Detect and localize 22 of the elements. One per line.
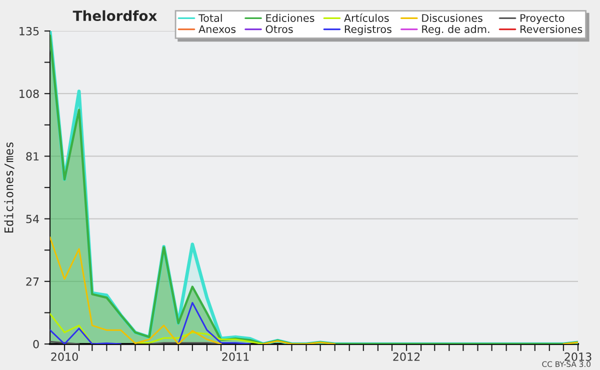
x-tick-label: 2010 [51, 352, 78, 361]
y-tick-label: 0 [33, 340, 39, 348]
legend-label: Proyecto [520, 14, 564, 24]
legend-label: Otros [266, 25, 293, 34]
legend-label: Ediciones [266, 14, 314, 22]
y-tick-label: 108 [20, 90, 39, 98]
x-tick-label: 2012 [393, 352, 420, 361]
y-tick-label: 27 [26, 277, 39, 286]
legend-label: Anexos [198, 25, 236, 34]
x-tick-label: 2013 [564, 352, 592, 361]
y-tick-label: 81 [26, 152, 39, 161]
legend-label: Reversiones [520, 25, 582, 34]
legend-label: Registros [344, 25, 392, 36]
legend-label: Artículos [344, 13, 389, 22]
x-tick-label: 2011 [222, 352, 249, 361]
chart-title: Thelordfox [72, 10, 157, 22]
y-axis-title: Ediciones/mes [4, 142, 14, 233]
legend-label: Discusiones [422, 14, 482, 22]
legend-label: Reg. de adm. [422, 25, 490, 36]
y-tick-label: 135 [20, 26, 39, 36]
y-tick-label: 54 [26, 214, 39, 224]
legend-label: Total [198, 14, 222, 22]
